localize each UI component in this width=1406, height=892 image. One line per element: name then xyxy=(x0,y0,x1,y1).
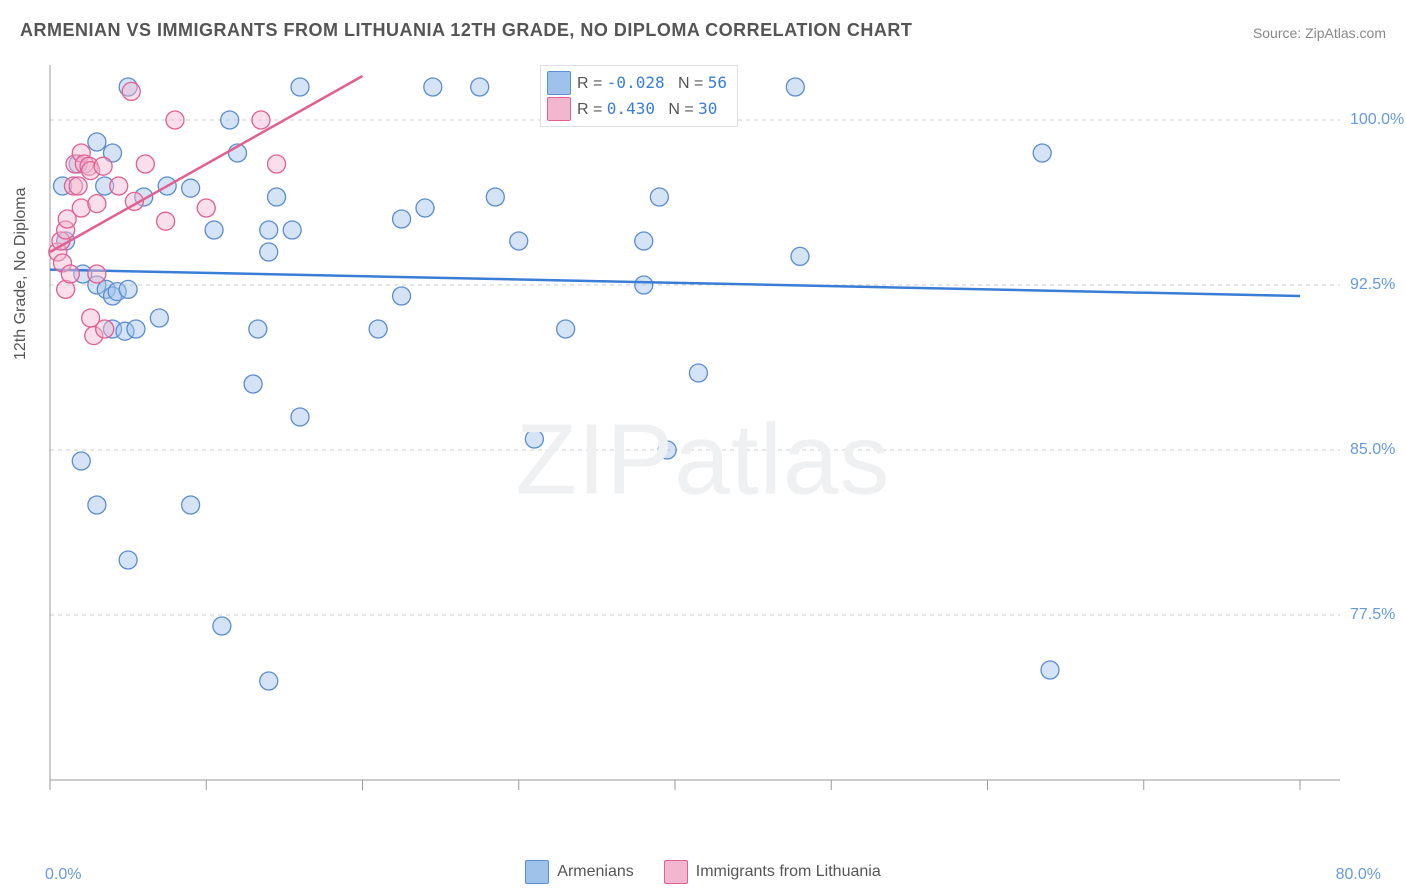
legend-item: Armenians xyxy=(525,860,633,884)
data-point xyxy=(424,78,442,96)
data-point xyxy=(252,111,270,129)
data-point xyxy=(244,375,262,393)
data-point xyxy=(150,309,168,327)
data-point xyxy=(791,247,809,265)
data-point xyxy=(1041,661,1059,679)
data-point xyxy=(650,188,668,206)
data-point xyxy=(369,320,387,338)
data-point xyxy=(689,364,707,382)
legend-label: Armenians xyxy=(557,863,633,881)
data-point xyxy=(260,672,278,690)
scatter-plot: 77.5% 85.0% 92.5% 100.0% xyxy=(0,60,1406,820)
series-legend: Armenians Immigrants from Lithuania xyxy=(0,860,1406,884)
data-point xyxy=(471,78,489,96)
legend-swatch xyxy=(547,97,571,121)
svg-text:92.5%: 92.5% xyxy=(1350,276,1395,293)
data-point xyxy=(510,232,528,250)
legend-label: Immigrants from Lithuania xyxy=(696,863,881,881)
data-point xyxy=(486,188,504,206)
source-name: ZipAtlas.com xyxy=(1305,25,1386,41)
data-point xyxy=(525,430,543,448)
data-point xyxy=(69,177,87,195)
data-point xyxy=(213,617,231,635)
data-point xyxy=(268,188,286,206)
correlation-legend-row: R = 0.430 N = 30 xyxy=(547,96,727,122)
source-attribution: Source: ZipAtlas.com xyxy=(1253,25,1386,41)
chart-area: ZIPatlas 77.5%85.0%92.5%100.0% xyxy=(0,60,1406,820)
legend-swatch xyxy=(547,71,571,95)
data-point xyxy=(283,221,301,239)
data-point xyxy=(260,243,278,261)
data-point xyxy=(268,155,286,173)
data-point xyxy=(96,320,114,338)
data-point xyxy=(416,199,434,217)
source-label: Source: xyxy=(1253,25,1305,41)
data-point xyxy=(205,221,223,239)
data-point xyxy=(122,82,140,100)
trend-line xyxy=(50,270,1300,296)
data-point xyxy=(88,195,106,213)
data-point xyxy=(88,265,106,283)
correlation-legend-row: R = -0.028 N = 56 xyxy=(547,70,727,96)
data-point xyxy=(260,221,278,239)
svg-text:77.5%: 77.5% xyxy=(1350,606,1395,623)
data-point xyxy=(635,276,653,294)
legend-swatch xyxy=(664,860,688,884)
data-point xyxy=(393,210,411,228)
data-point xyxy=(393,287,411,305)
data-point xyxy=(635,232,653,250)
data-point xyxy=(182,179,200,197)
data-point xyxy=(166,111,184,129)
data-point xyxy=(88,133,106,151)
svg-text:85.0%: 85.0% xyxy=(1350,441,1395,458)
data-point xyxy=(136,155,154,173)
correlation-legend: R = -0.028 N = 56R = 0.430 N = 30 xyxy=(540,65,738,127)
legend-swatch xyxy=(525,860,549,884)
data-point xyxy=(221,111,239,129)
data-point xyxy=(127,320,145,338)
data-point xyxy=(658,441,676,459)
data-point xyxy=(249,320,267,338)
y-axis-label: 12th Grade, No Diploma xyxy=(12,187,30,360)
data-point xyxy=(182,496,200,514)
data-point xyxy=(119,280,137,298)
data-point xyxy=(119,551,137,569)
data-point xyxy=(786,78,804,96)
data-point xyxy=(157,212,175,230)
data-point xyxy=(291,78,309,96)
svg-text:100.0%: 100.0% xyxy=(1350,111,1404,128)
data-point xyxy=(291,408,309,426)
data-point xyxy=(557,320,575,338)
legend-item: Immigrants from Lithuania xyxy=(664,860,881,884)
data-point xyxy=(88,496,106,514)
data-point xyxy=(72,452,90,470)
data-point xyxy=(1033,144,1051,162)
data-point xyxy=(61,265,79,283)
data-point xyxy=(94,157,112,175)
x-axis-max-label: 80.0% xyxy=(1336,866,1381,884)
x-axis-min-label: 0.0% xyxy=(45,866,81,884)
data-point xyxy=(110,177,128,195)
chart-title: ARMENIAN VS IMMIGRANTS FROM LITHUANIA 12… xyxy=(20,20,912,41)
data-point xyxy=(197,199,215,217)
